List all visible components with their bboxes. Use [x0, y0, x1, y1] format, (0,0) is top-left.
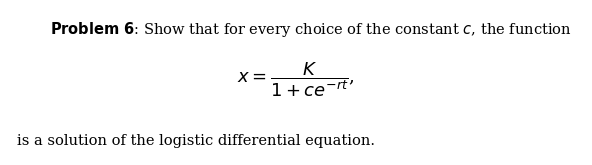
Text: $\mathbf{Problem\ 6}$: Show that for every choice of the constant $c$, the funct: $\mathbf{Problem\ 6}$: Show that for eve… — [50, 20, 572, 39]
Text: $x = \dfrac{K}{1 + ce^{-rt}}$,: $x = \dfrac{K}{1 + ce^{-rt}}$, — [237, 60, 355, 99]
Text: is a solution of the logistic differential equation.: is a solution of the logistic differenti… — [17, 134, 375, 148]
